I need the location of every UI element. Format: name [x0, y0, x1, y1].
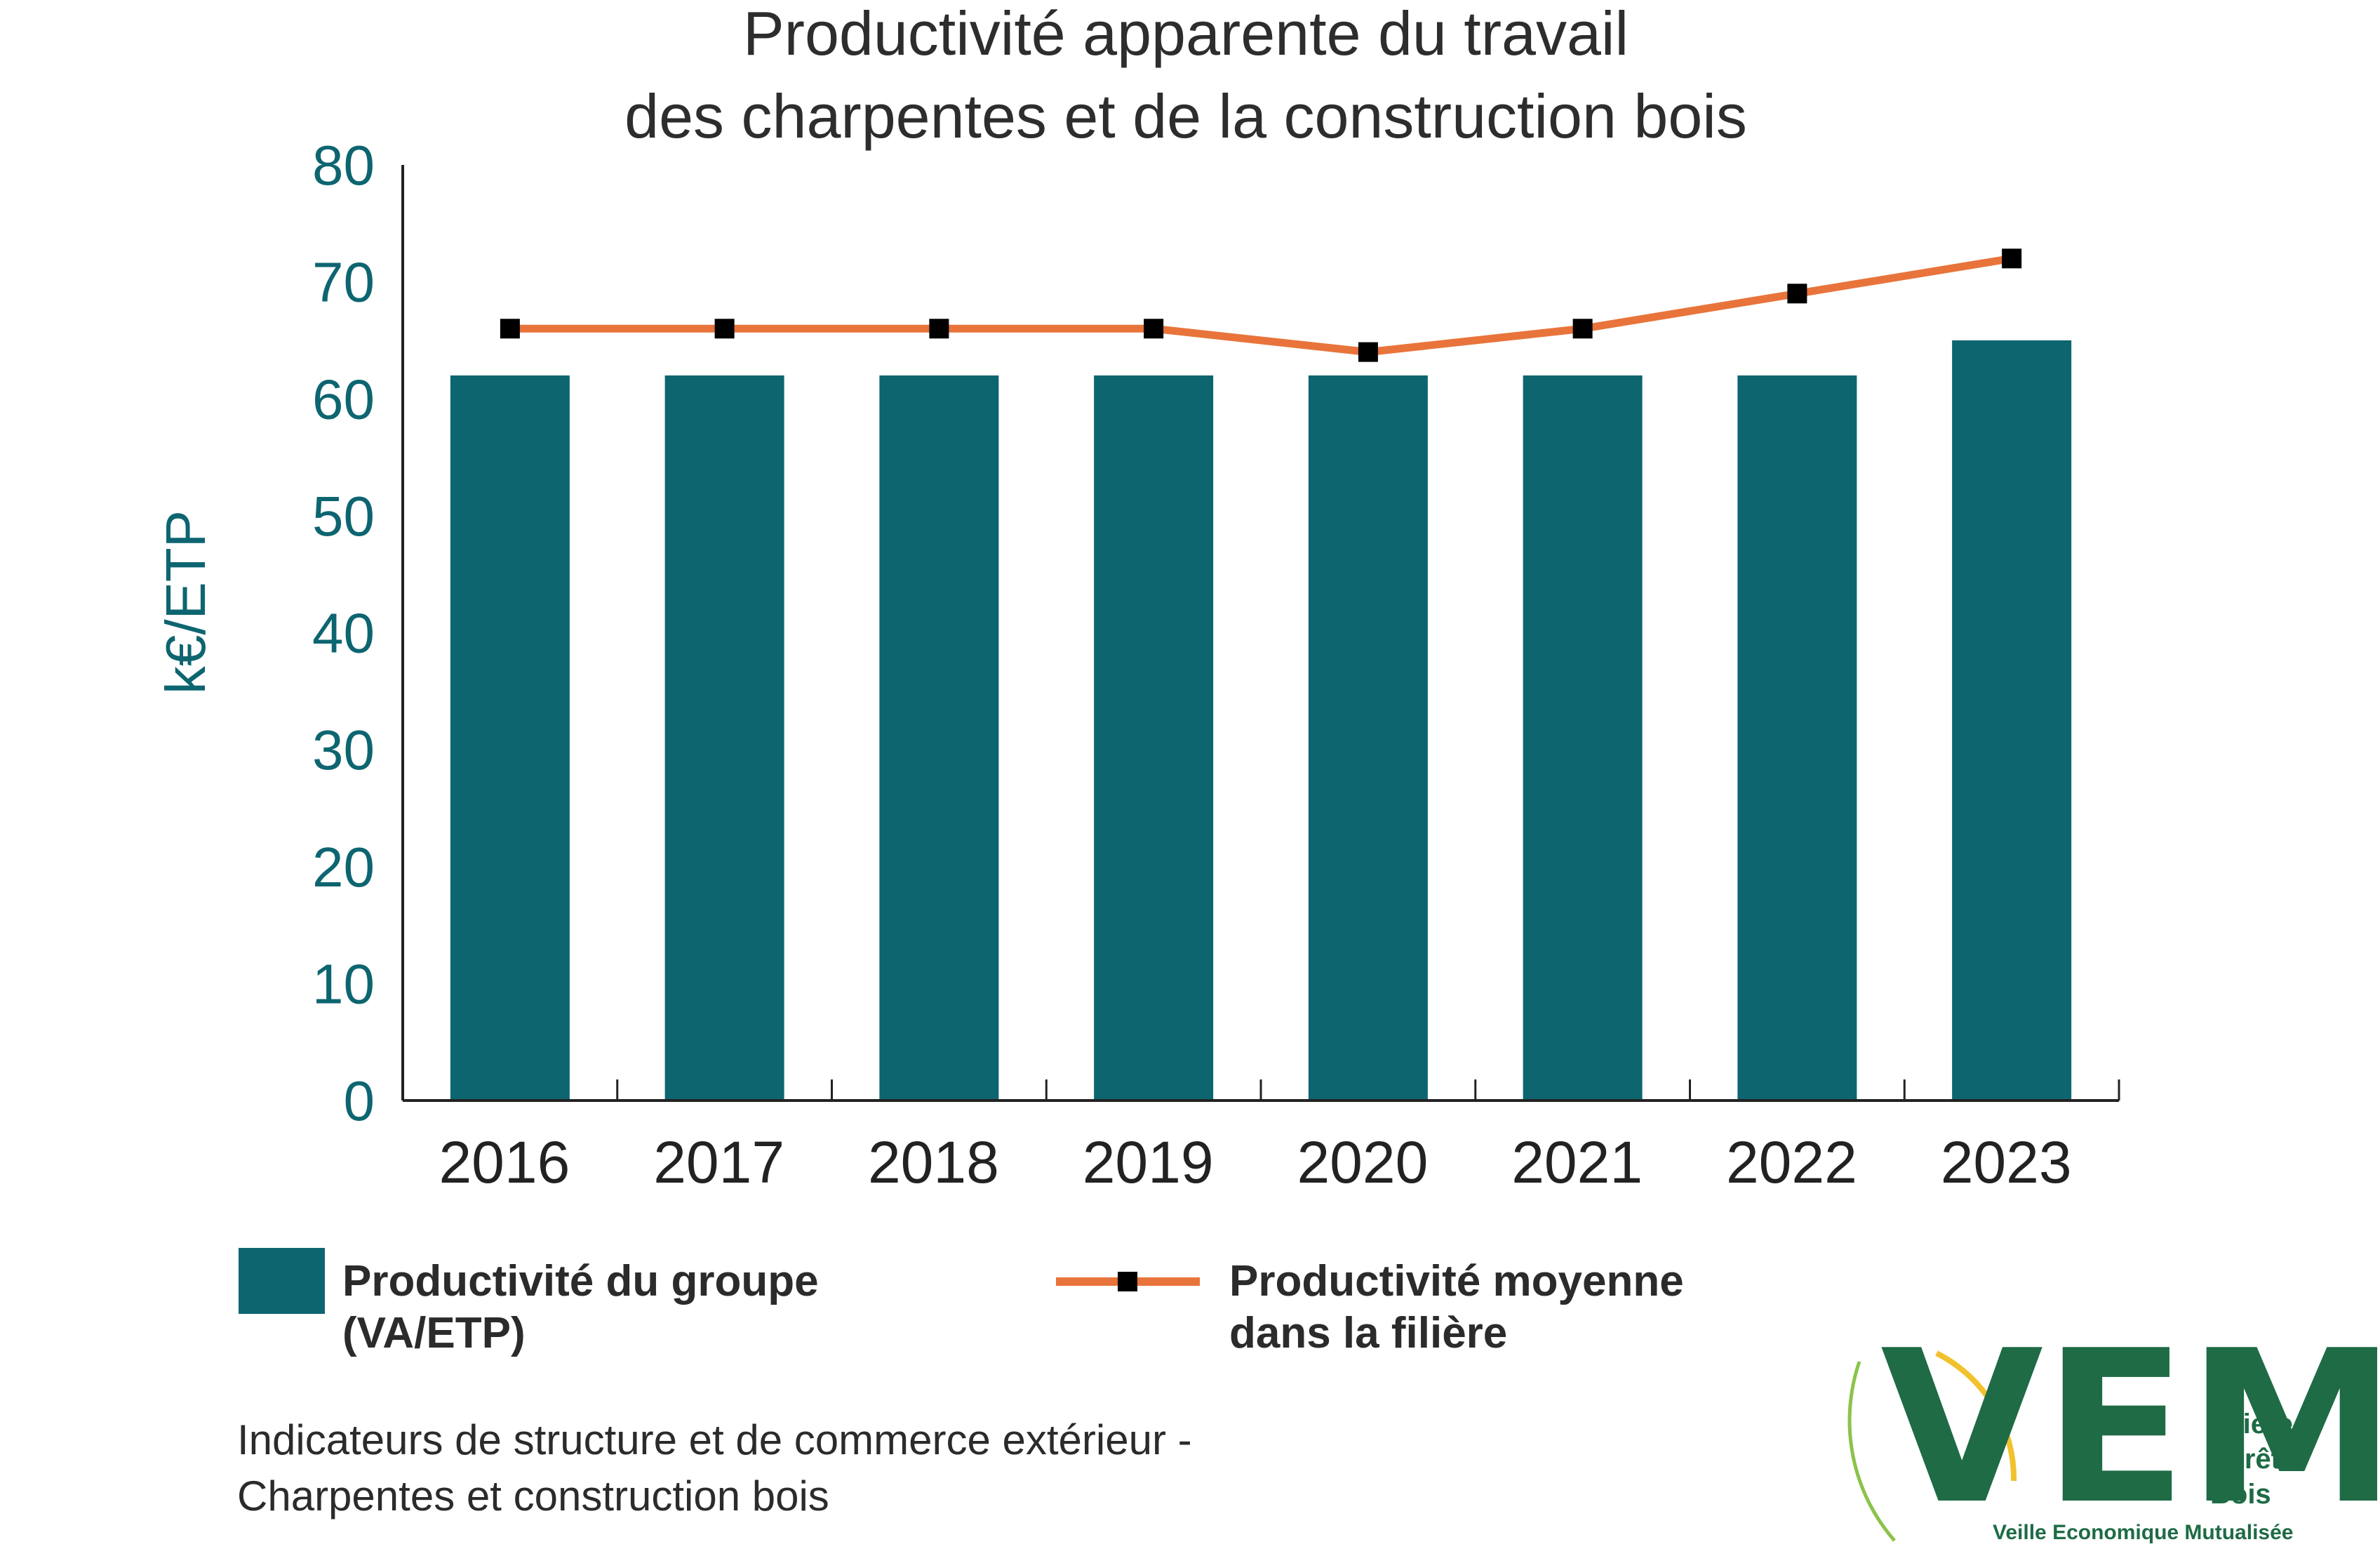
x-tick-label-2021: 2021 [1511, 1129, 1643, 1195]
legend-bar-label-line1: Productivité du groupe [342, 1257, 819, 1305]
bar-2020 [1308, 375, 1428, 1101]
line-point-2016 [500, 319, 520, 339]
vem-logo: VEM Filière Forêt Bois Veille Economique… [1847, 1305, 2380, 1549]
y-tick-label-50: 50 [312, 485, 375, 547]
x-tick-label-2018: 2018 [868, 1129, 999, 1195]
logo-subtitle: Veille Economique Mutualisée [1993, 1521, 2293, 1544]
x-tick-label-2020: 2020 [1297, 1129, 1428, 1195]
y-axis-ticks: 0 10 20 30 40 50 60 70 80 [312, 134, 375, 1132]
logo-filiere: Filière [2210, 1409, 2293, 1440]
line-point-2020 [1358, 342, 1378, 362]
line-point-2019 [1144, 319, 1164, 339]
logo-arc-green [1847, 1361, 1896, 1542]
chart-title-line1: Productivité apparente du travail [743, 0, 1629, 68]
x-tick-label-2019: 2019 [1083, 1129, 1214, 1195]
line-path [509, 254, 2013, 357]
legend-bar-swatch [239, 1248, 325, 1314]
bar-series [450, 340, 2072, 1101]
y-axis-label: k€/ETP [154, 510, 217, 694]
source-line2: Charpentes et construction bois [237, 1472, 829, 1520]
x-axis-ticks: 2016 2017 2018 2019 2020 2021 2022 2023 [439, 1129, 2071, 1195]
legend-line-marker [1118, 1272, 1137, 1291]
x-tick-label-2022: 2022 [1726, 1129, 1857, 1195]
y-tick-label-80: 80 [312, 134, 375, 197]
legend-line-label-line1: Productivité moyenne [1229, 1257, 1684, 1305]
bar-2019 [1094, 375, 1214, 1101]
y-tick-label-40: 40 [312, 602, 375, 665]
bar-2023 [1952, 340, 2072, 1101]
y-tick-label-0: 0 [344, 1070, 375, 1132]
logo-bois: Bois [2210, 1479, 2271, 1510]
logo-letters: VEM [1880, 1305, 2380, 1549]
bar-2018 [879, 375, 999, 1101]
logo-foret: Forêt [2210, 1444, 2280, 1475]
logo-arc-yellow [1935, 1350, 2017, 1482]
x-tick-label-2023: 2023 [1941, 1129, 2072, 1195]
x-tick-label-2016: 2016 [439, 1129, 570, 1195]
y-tick-label-10: 10 [312, 952, 375, 1015]
line-point-2022 [1787, 284, 1807, 304]
chart-title-line2: des charpentes et de la construction boi… [624, 81, 1747, 151]
source-line1: Indicateurs de structure et de commerce … [237, 1416, 1192, 1463]
legend-bar-label-line2: (VA/ETP) [342, 1309, 526, 1357]
line-series [500, 248, 2022, 362]
bar-2021 [1523, 375, 1643, 1101]
x-tick-label-2017: 2017 [653, 1129, 784, 1195]
line-point-2018 [929, 319, 949, 339]
bar-2022 [1737, 375, 1857, 1101]
line-point-2023 [2002, 248, 2022, 269]
bar-2017 [664, 375, 784, 1101]
y-tick-label-70: 70 [312, 251, 375, 314]
line-point-2017 [714, 319, 735, 339]
bar-2016 [450, 375, 570, 1101]
y-tick-label-30: 30 [312, 719, 375, 781]
y-tick-label-20: 20 [312, 836, 375, 898]
line-point-2021 [1572, 319, 1593, 339]
axes [401, 165, 2120, 1102]
legend-line-label-line2: dans la filière [1229, 1309, 1507, 1357]
y-tick-label-60: 60 [312, 368, 375, 430]
